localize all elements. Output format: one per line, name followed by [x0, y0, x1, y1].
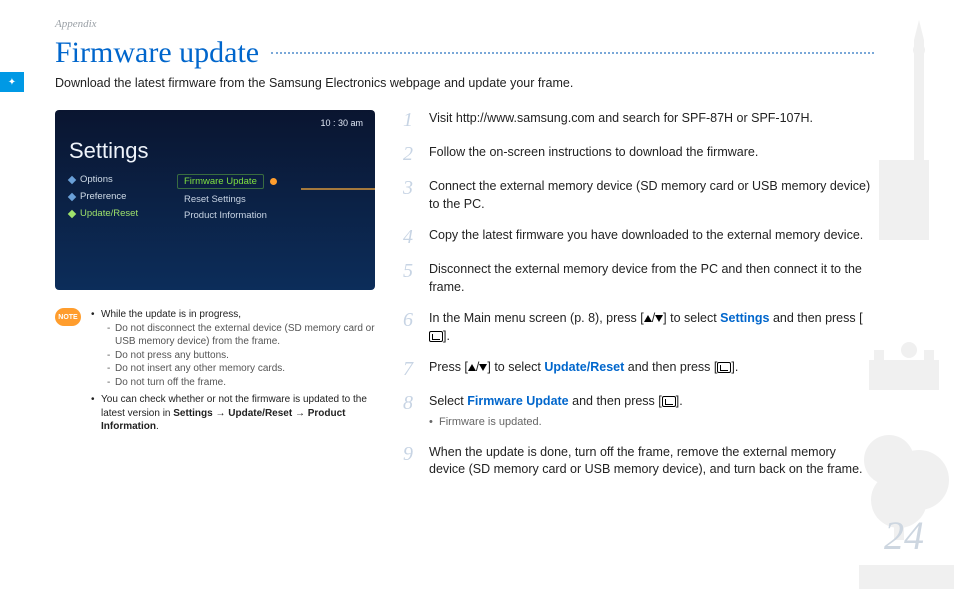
up-arrow-icon: [644, 315, 652, 322]
page-number: 24: [884, 512, 924, 559]
step-number: 9: [403, 444, 417, 479]
step-5: Disconnect the external memory device fr…: [429, 261, 874, 296]
title-divider: [271, 52, 874, 54]
enter-key-icon: [717, 362, 731, 373]
screenshot-clock: 10 : 30 am: [320, 118, 363, 128]
step-2: Follow the on-screen instructions to dow…: [429, 144, 758, 164]
menu-item-options: Options: [69, 174, 159, 185]
step-3: Connect the external memory device (SD m…: [429, 178, 874, 213]
steps-list: 1 Visit http://www.samsung.com and search…: [403, 110, 874, 493]
section-label: Appendix: [55, 18, 874, 30]
step-number: 5: [403, 261, 417, 296]
step-number: 4: [403, 227, 417, 247]
callout-dot-icon: [270, 178, 277, 185]
up-arrow-icon: [468, 364, 476, 371]
menu-item-preference: Preference: [69, 191, 159, 202]
menu-item-update-reset: Update/Reset: [69, 208, 159, 219]
step-number: 7: [403, 359, 417, 379]
step-9: When the update is done, turn off the fr…: [429, 444, 874, 479]
enter-key-icon: [429, 331, 443, 342]
step-8: Select Firmware Update and then press []…: [429, 393, 683, 430]
page-subtitle: Download the latest firmware from the Sa…: [55, 76, 874, 90]
step-number: 1: [403, 110, 417, 130]
page-title: Firmware update: [55, 36, 259, 70]
down-arrow-icon: [655, 315, 663, 322]
step-number: 6: [403, 310, 417, 345]
note-icon: NOTE: [55, 308, 83, 438]
step-4: Copy the latest firmware you have downlo…: [429, 227, 863, 247]
submenu-firmware-update: Firmware Update: [177, 174, 264, 189]
step-number: 3: [403, 178, 417, 213]
submenu-reset-settings: Reset Settings: [177, 194, 267, 205]
step-number: 2: [403, 144, 417, 164]
step-7: Press [/] to select Update/Reset and the…: [429, 359, 738, 379]
note-body: While the update is in progress, Do not …: [91, 308, 375, 438]
submenu-product-info: Product Information: [177, 210, 267, 221]
section-tab-icon: ✦: [0, 72, 24, 92]
settings-screenshot: 10 : 30 am Settings Options Preference U…: [55, 110, 375, 290]
step-number: 8: [403, 393, 417, 430]
enter-key-icon: [662, 396, 676, 407]
step-6: In the Main menu screen (p. 8), press [/…: [429, 310, 874, 345]
step-1: Visit http://www.samsung.com and search …: [429, 110, 813, 130]
screenshot-title: Settings: [69, 138, 365, 164]
